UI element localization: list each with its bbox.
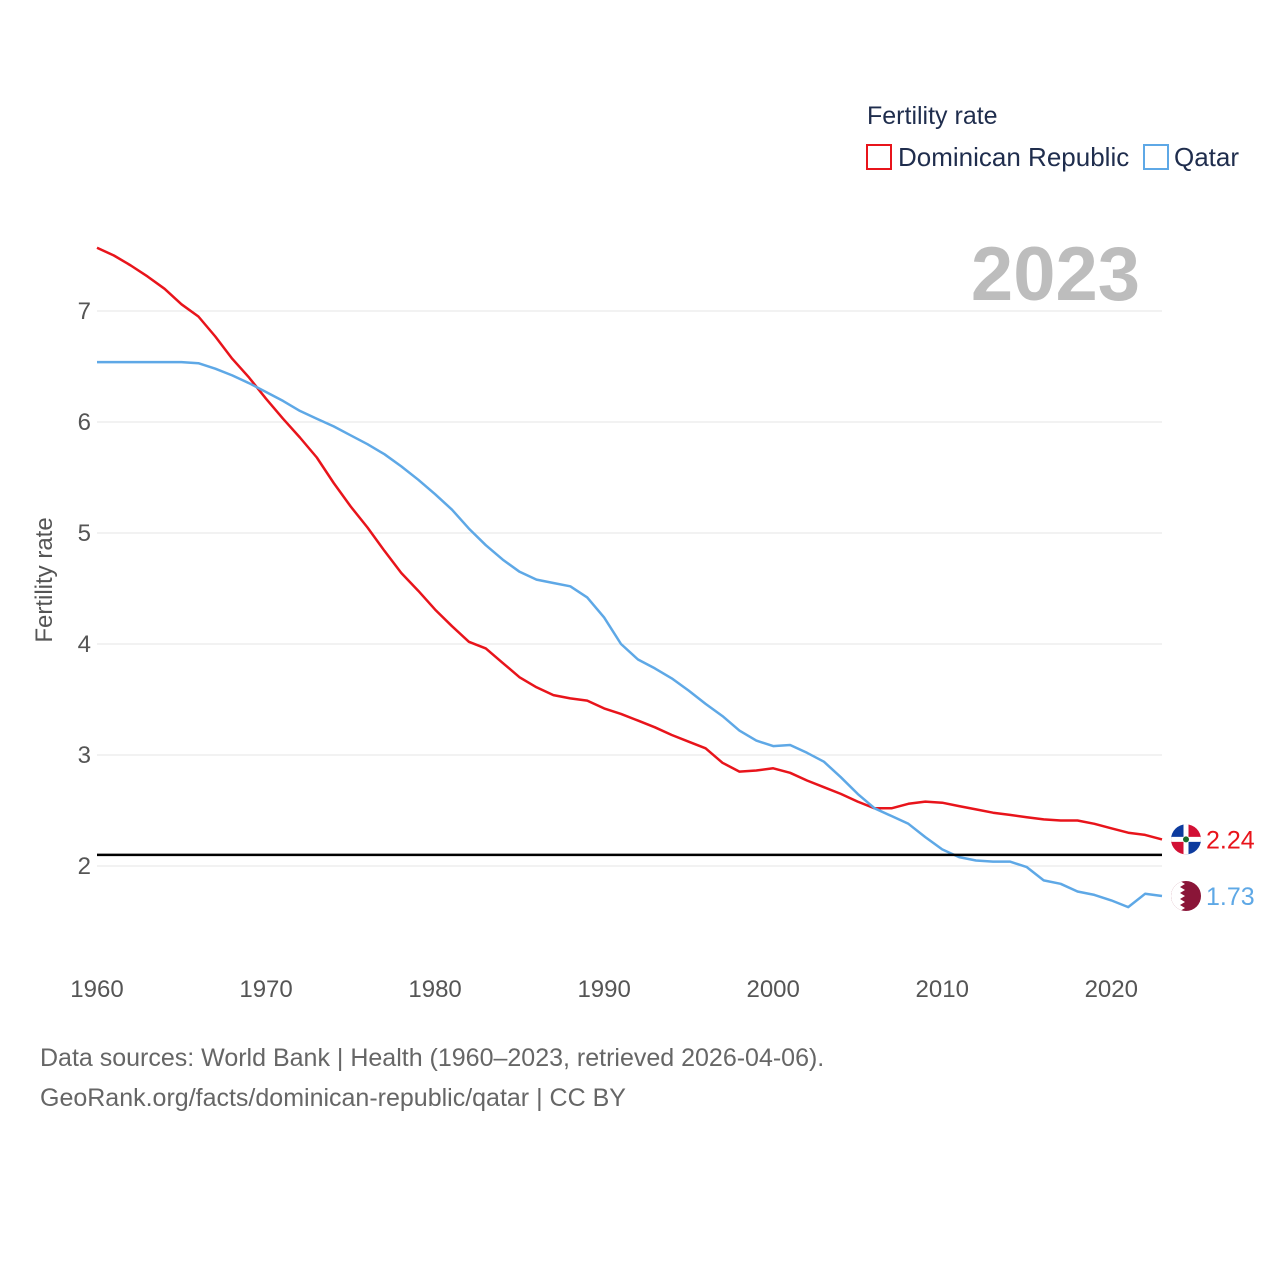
y-tick-label: 4	[78, 631, 91, 658]
source-line-2: GeoRank.org/facts/dominican-republic/qat…	[40, 1084, 626, 1112]
x-tick-label: 1990	[577, 976, 630, 1003]
current-year-label: 2023	[971, 232, 1140, 317]
y-tick-label: 7	[78, 298, 91, 325]
y-axis-title: Fertility rate	[31, 517, 58, 642]
series-line-qatar	[97, 360, 1163, 909]
y-tick-label: 5	[78, 520, 91, 547]
legend-swatch-dominican-republic	[866, 144, 892, 170]
legend-title: Fertility rate	[867, 102, 998, 130]
x-tick-label: 2000	[746, 976, 799, 1003]
y-tick-label: 3	[78, 742, 91, 769]
y-tick-label: 2	[78, 853, 91, 880]
dominican-republic-end-value: 2.24	[1206, 826, 1255, 854]
series-lines	[96, 246, 1163, 909]
legend-swatch-qatar	[1143, 144, 1169, 170]
x-axis-ticks: 1960 1970 1980 1990 2000 2010 2020	[70, 976, 1138, 1003]
series-line-dominican-republic	[96, 246, 1163, 841]
x-tick-label: 1980	[408, 976, 461, 1003]
grid-lines	[97, 310, 1162, 867]
source-line-1: Data sources: World Bank | Health (1960–…	[40, 1044, 825, 1072]
legend-label-qatar: Qatar	[1174, 142, 1239, 172]
x-tick-label: 1960	[70, 976, 123, 1003]
y-axis-ticks: 2 3 4 5 6 7	[78, 298, 91, 880]
dominican-republic-flag-icon	[1171, 824, 1201, 855]
qatar-flag-icon	[1171, 880, 1201, 911]
legend: Fertility rate Dominican Republic Qatar	[866, 102, 1239, 172]
y-tick-label: 6	[78, 409, 91, 436]
x-tick-label: 2020	[1085, 976, 1138, 1003]
x-tick-label: 1970	[239, 976, 292, 1003]
x-tick-label: 2010	[916, 976, 969, 1003]
legend-label-dominican-republic: Dominican Republic	[898, 142, 1129, 172]
qatar-end-value: 1.73	[1206, 883, 1255, 911]
